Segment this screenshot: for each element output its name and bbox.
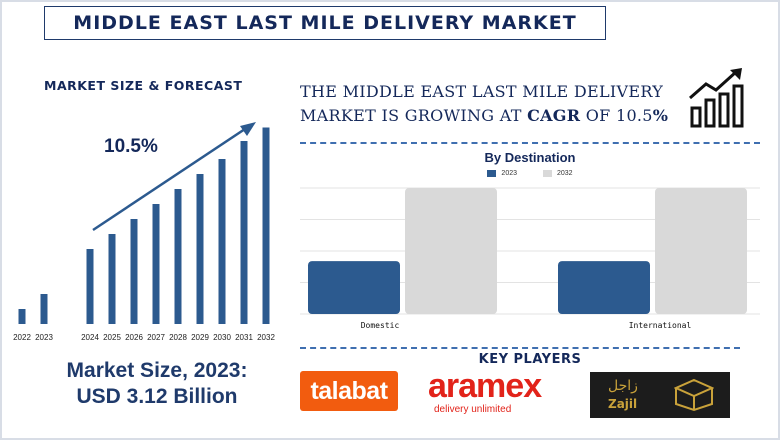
destination-bar-domestic-2032 <box>405 188 497 314</box>
forecast-tick-2031: 2031 <box>235 333 253 342</box>
forecast-tick-2025: 2025 <box>103 333 121 342</box>
talabat-logo: talabat <box>300 371 398 411</box>
aramex-tagline: delivery unlimited <box>434 404 512 415</box>
forecast-bar-2024 <box>86 249 94 324</box>
destination-bar-international-2023 <box>558 261 650 314</box>
forecast-bar-2022 <box>18 309 26 324</box>
talabat-logo-text: talabat <box>310 376 388 405</box>
growth-chart-icon <box>689 68 744 128</box>
forecast-tick-2022: 2022 <box>13 333 31 342</box>
destination-chart: Domestic International <box>300 187 760 330</box>
cagr-statement-line1: THE MIDDLE EAST LAST MILE DELIVERY <box>300 82 664 101</box>
destination-category-labels: Domestic International <box>361 321 692 330</box>
forecast-tick-labels: 2022 2023 2024 2025 2026 2027 2028 2029 2030 2031… <box>13 333 275 342</box>
destination-label-international: International <box>629 321 692 330</box>
forecast-bar-2032 <box>262 127 270 324</box>
zajil-logo-latin: Zajil <box>608 397 638 411</box>
legend-label-2032: 2032 <box>557 170 573 177</box>
cagr-statement-prefix: MARKET IS GROWING AT <box>300 106 528 125</box>
cagr-of: OF 10.5 <box>580 106 653 125</box>
forecast-bar-2030 <box>218 159 226 324</box>
forecast-tick-2028: 2028 <box>169 333 187 342</box>
forecast-tick-2023: 2023 <box>35 333 53 342</box>
title-box: MIDDLE EAST LAST MILE DELIVERY MARKET <box>44 6 606 40</box>
forecast-tick-2029: 2029 <box>191 333 209 342</box>
zajil-logo-arabic: زاجل <box>608 378 638 394</box>
destination-legend: 2023 2032 <box>300 170 760 177</box>
aramex-logo: aramex delivery unlimited <box>428 368 576 420</box>
cagr-percent-sign: % <box>652 106 669 125</box>
market-size-value: USD 3.12 Billion <box>76 385 238 408</box>
forecast-tick-2026: 2026 <box>125 333 143 342</box>
legend-label-2023: 2023 <box>501 170 517 177</box>
legend-item-2023: 2023 <box>487 170 517 177</box>
key-players-heading: KEY PLAYERS <box>478 352 582 367</box>
forecast-bar-2023 <box>40 294 48 324</box>
legend-swatch-2032 <box>543 170 552 177</box>
forecast-tick-2030: 2030 <box>213 333 231 342</box>
forecast-bar-2026 <box>130 219 138 324</box>
forecast-bar-2029 <box>196 174 204 324</box>
forecast-bar-2028 <box>174 189 182 324</box>
market-size: Market Size, 2023: USD 3.12 Billion <box>22 358 292 410</box>
forecast-tick-2032: 2032 <box>257 333 275 342</box>
divider-bottom <box>300 347 740 349</box>
divider-top <box>300 142 760 144</box>
forecast-tick-2024: 2024 <box>81 333 99 342</box>
zajil-logo: زاجل Zajil <box>590 372 730 418</box>
legend-item-2032: 2032 <box>543 170 573 177</box>
destination-chart-title: By Destination <box>484 150 576 165</box>
page-title: MIDDLE EAST LAST MILE DELIVERY MARKET <box>73 12 577 34</box>
destination-bar-international-2032 <box>655 188 747 314</box>
forecast-heading: MARKET SIZE & FORECAST <box>44 78 243 93</box>
cagr-statement-line2: MARKET IS GROWING AT CAGR OF 10.5% <box>300 104 680 128</box>
forecast-bar-2031 <box>240 141 248 324</box>
aramex-logo-text: aramex <box>428 367 542 405</box>
forecast-bar-2025 <box>108 234 116 324</box>
trend-arrow-icon <box>92 122 256 232</box>
market-size-line1: Market Size, 2023: <box>66 359 248 382</box>
forecast-tick-2027: 2027 <box>147 333 165 342</box>
legend-swatch-2023 <box>487 170 497 177</box>
destination-bars <box>308 188 747 314</box>
box-icon <box>674 378 714 412</box>
destination-bar-domestic-2023 <box>308 261 400 314</box>
cagr-word: CAGR <box>527 106 581 125</box>
forecast-chart: 2022 2023 2024 2025 2026 2027 2028 2029 2030 2031… <box>13 122 275 342</box>
forecast-bars <box>18 127 270 324</box>
forecast-bar-2027 <box>152 204 160 324</box>
cagr-annotation: 10.5% <box>104 136 158 157</box>
cagr-statement: THE MIDDLE EAST LAST MILE DELIVERY MARKE… <box>300 80 680 128</box>
destination-label-domestic: Domestic <box>361 321 400 330</box>
